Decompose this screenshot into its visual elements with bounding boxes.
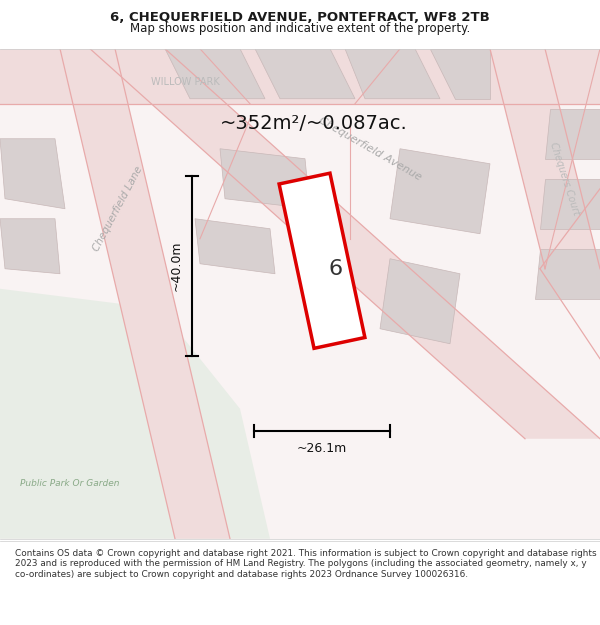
Text: Contains OS data © Crown copyright and database right 2021. This information is : Contains OS data © Crown copyright and d…	[15, 549, 596, 579]
Text: Chequerfield Lane: Chequerfield Lane	[91, 164, 145, 253]
Text: Chequers Court: Chequers Court	[548, 141, 581, 216]
Polygon shape	[545, 109, 600, 159]
Text: WILLOW PARK: WILLOW PARK	[151, 77, 220, 87]
Polygon shape	[0, 49, 600, 539]
Polygon shape	[60, 49, 230, 539]
Polygon shape	[0, 49, 600, 104]
Polygon shape	[165, 49, 265, 99]
Text: Public Park Or Garden: Public Park Or Garden	[20, 479, 120, 488]
Polygon shape	[390, 149, 490, 234]
Text: ~40.0m: ~40.0m	[170, 241, 182, 291]
Polygon shape	[0, 139, 65, 209]
Text: 6: 6	[329, 259, 343, 279]
Text: 6, CHEQUERFIELD AVENUE, PONTEFRACT, WF8 2TB: 6, CHEQUERFIELD AVENUE, PONTEFRACT, WF8 …	[110, 11, 490, 24]
Polygon shape	[90, 49, 600, 439]
Text: ~352m²/~0.087ac.: ~352m²/~0.087ac.	[220, 114, 408, 133]
Polygon shape	[380, 259, 460, 344]
Polygon shape	[220, 149, 310, 209]
Polygon shape	[195, 219, 275, 274]
Polygon shape	[0, 289, 270, 539]
Polygon shape	[0, 219, 60, 274]
Polygon shape	[255, 49, 355, 99]
Text: Chequerfield Avenue: Chequerfield Avenue	[317, 115, 423, 182]
Polygon shape	[535, 249, 600, 299]
Polygon shape	[540, 179, 600, 229]
Polygon shape	[279, 173, 365, 348]
Polygon shape	[430, 49, 490, 99]
Text: ~26.1m: ~26.1m	[297, 442, 347, 455]
Polygon shape	[490, 49, 600, 269]
Text: Map shows position and indicative extent of the property.: Map shows position and indicative extent…	[130, 22, 470, 35]
Polygon shape	[345, 49, 440, 99]
